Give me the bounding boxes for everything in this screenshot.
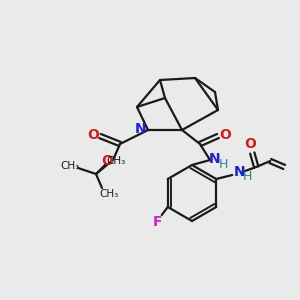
Text: N: N xyxy=(135,122,147,136)
Text: H: H xyxy=(218,158,228,170)
Text: N: N xyxy=(233,165,245,179)
Text: CH₃: CH₃ xyxy=(99,189,119,199)
Text: N: N xyxy=(209,152,221,166)
Text: CH₃: CH₃ xyxy=(60,161,80,171)
Text: F: F xyxy=(153,215,163,229)
Text: CH₃: CH₃ xyxy=(106,156,126,166)
Text: O: O xyxy=(244,137,256,151)
Text: O: O xyxy=(219,128,231,142)
Text: H: H xyxy=(243,170,252,184)
Text: O: O xyxy=(87,128,99,142)
Text: O: O xyxy=(101,154,113,168)
